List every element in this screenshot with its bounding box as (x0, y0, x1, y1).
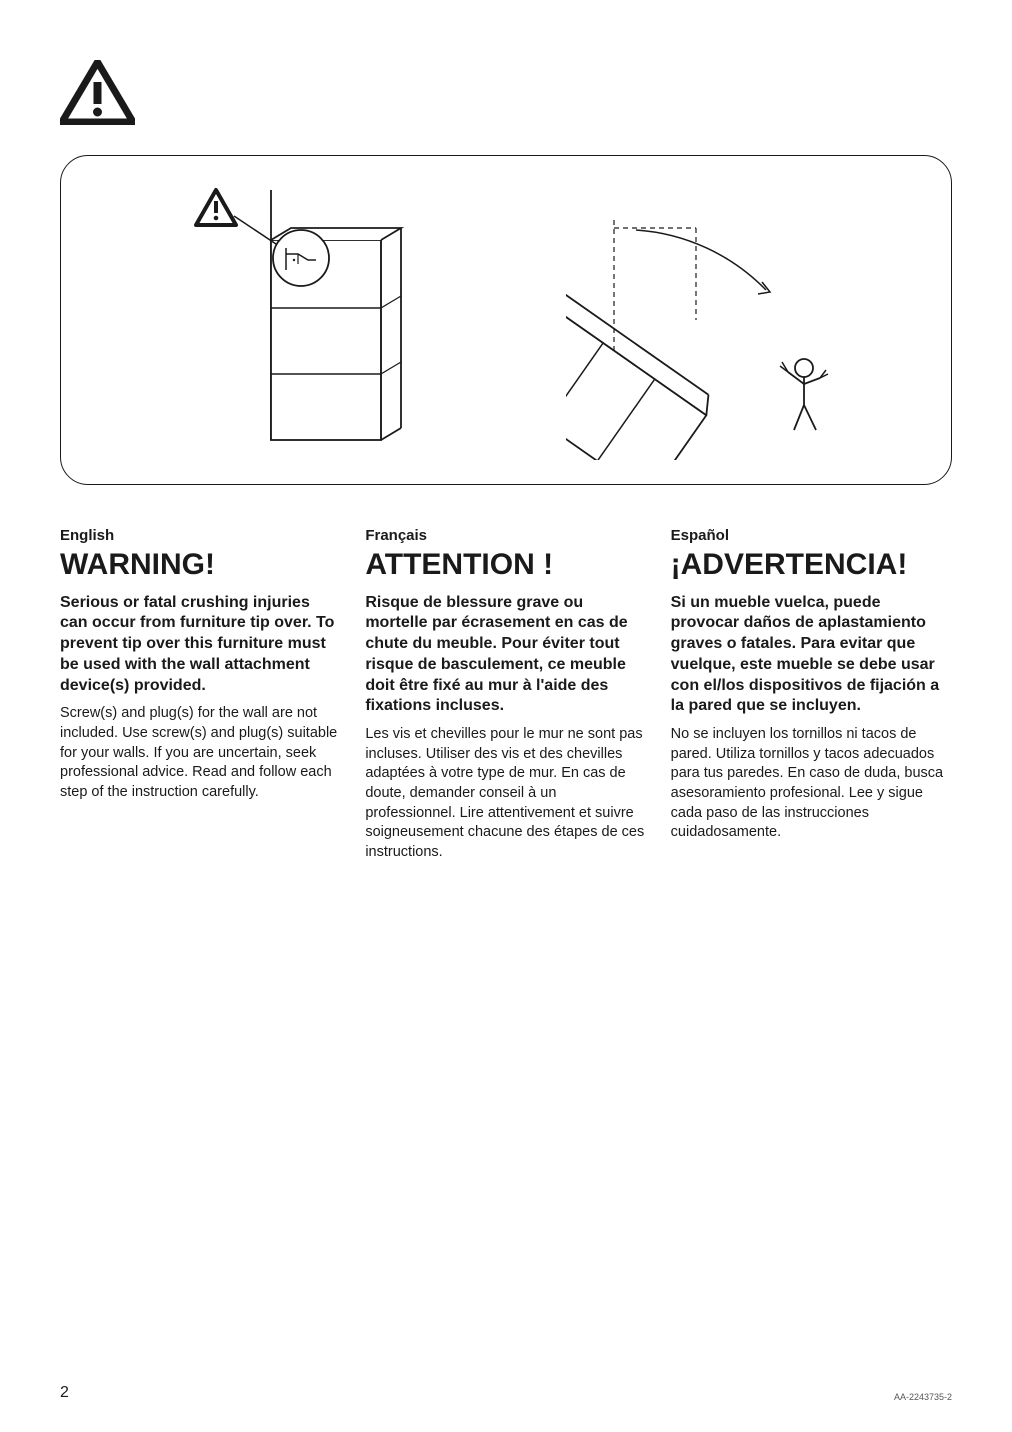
diagram-cabinet-secured (146, 180, 426, 460)
warning-heading: ¡ADVERTENCIA! (671, 548, 952, 583)
warning-subheading: Risque de blessure grave ou mortelle par… (365, 593, 646, 718)
warning-subheading: Serious or fatal crushing injuries can o… (60, 593, 341, 697)
language-label: Español (671, 527, 952, 544)
language-label: English (60, 527, 341, 544)
document-id: AA-2243735-2 (894, 1392, 952, 1402)
warning-body: Screw(s) and plug(s) for the wall are no… (60, 704, 341, 802)
warning-body: Les vis et chevilles pour le mur ne sont… (365, 725, 646, 862)
diagram-cabinet-tipping (566, 180, 866, 460)
text-columns: English WARNING! Serious or fatal crushi… (60, 527, 952, 862)
page-footer: 2 AA-2243735-2 (60, 1384, 952, 1402)
page-number: 2 (60, 1384, 69, 1402)
warning-heading: ATTENTION ! (365, 548, 646, 583)
warning-body: No se incluyen los tornillos ni tacos de… (671, 725, 952, 842)
language-label: Français (365, 527, 646, 544)
column-francais: Français ATTENTION ! Risque de blessure … (365, 527, 646, 862)
warning-subheading: Si un mueble vuelca, puede provocar daño… (671, 593, 952, 718)
warning-icon-large (60, 60, 135, 125)
column-espanol: Español ¡ADVERTENCIA! Si un mueble vuelc… (671, 527, 952, 862)
diagram-frame (60, 155, 952, 485)
column-english: English WARNING! Serious or fatal crushi… (60, 527, 341, 862)
warning-heading: WARNING! (60, 548, 341, 583)
